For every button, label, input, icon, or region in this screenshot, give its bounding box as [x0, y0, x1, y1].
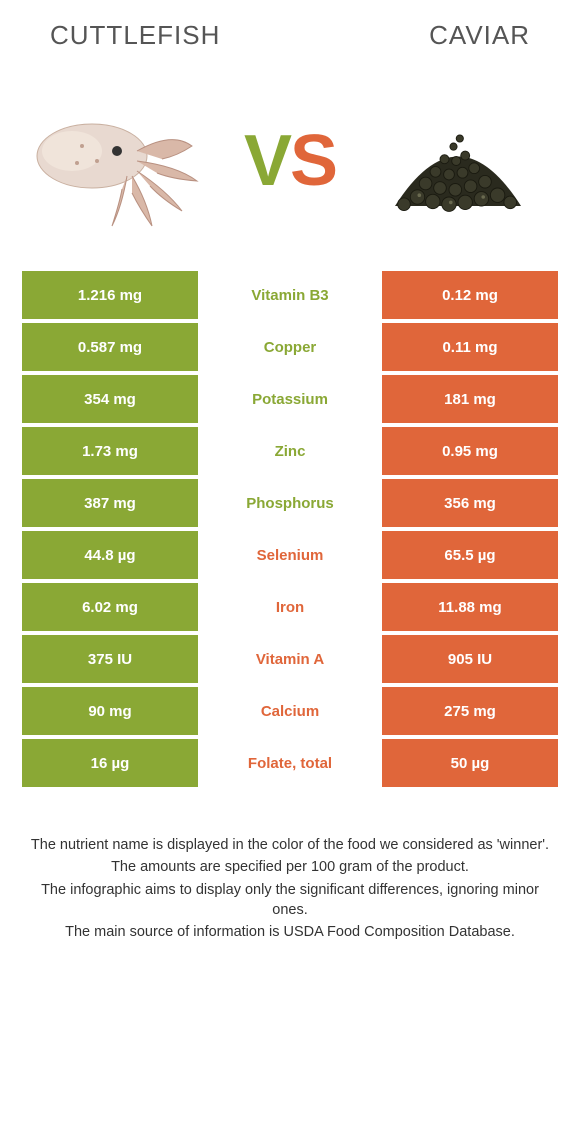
table-row: 90 mgCalcium275 mg	[22, 687, 558, 735]
nutrient-name: Zinc	[202, 427, 378, 475]
left-value: 354 mg	[22, 375, 198, 423]
nutrient-name: Iron	[202, 583, 378, 631]
nutrient-name: Vitamin A	[202, 635, 378, 683]
right-value: 905 IU	[382, 635, 558, 683]
nutrient-name: Copper	[202, 323, 378, 371]
nutrient-name: Phosphorus	[202, 479, 378, 527]
table-row: 6.02 mgIron11.88 mg	[22, 583, 558, 631]
left-value: 375 IU	[22, 635, 198, 683]
footnote-line: The nutrient name is displayed in the co…	[30, 835, 550, 855]
table-row: 0.587 mgCopper0.11 mg	[22, 323, 558, 371]
left-value: 387 mg	[22, 479, 198, 527]
nutrient-name: Potassium	[202, 375, 378, 423]
right-value: 50 µg	[382, 739, 558, 787]
table-row: 44.8 µgSelenium65.5 µg	[22, 531, 558, 579]
left-value: 44.8 µg	[22, 531, 198, 579]
footnote-line: The infographic aims to display only the…	[30, 880, 550, 921]
table-row: 1.73 mgZinc0.95 mg	[22, 427, 558, 475]
right-value: 11.88 mg	[382, 583, 558, 631]
left-value: 0.587 mg	[22, 323, 198, 371]
table-row: 16 µgFolate, total50 µg	[22, 739, 558, 787]
left-value: 6.02 mg	[22, 583, 198, 631]
hero-row: VS	[22, 71, 558, 271]
caviar-image	[358, 81, 558, 241]
nutrient-name: Selenium	[202, 531, 378, 579]
left-value: 1.73 mg	[22, 427, 198, 475]
infographic-container: Cuttlefish Caviar VS	[0, 0, 580, 964]
right-value: 0.11 mg	[382, 323, 558, 371]
table-row: 387 mgPhosphorus356 mg	[22, 479, 558, 527]
right-value: 181 mg	[382, 375, 558, 423]
nutrient-name: Vitamin B3	[202, 271, 378, 319]
nutrient-name: Folate, total	[202, 739, 378, 787]
left-value: 90 mg	[22, 687, 198, 735]
header: Cuttlefish Caviar	[22, 20, 558, 71]
left-food-title: Cuttlefish	[50, 20, 220, 51]
table-row: 1.216 mgVitamin B30.12 mg	[22, 271, 558, 319]
right-value: 65.5 µg	[382, 531, 558, 579]
right-value: 0.95 mg	[382, 427, 558, 475]
footnote-line: The main source of information is USDA F…	[30, 922, 550, 942]
right-value: 0.12 mg	[382, 271, 558, 319]
right-value: 275 mg	[382, 687, 558, 735]
table-row: 375 IUVitamin A905 IU	[22, 635, 558, 683]
right-value: 356 mg	[382, 479, 558, 527]
vs-s: S	[290, 121, 336, 201]
left-value: 1.216 mg	[22, 271, 198, 319]
vs-label: VS	[244, 120, 336, 202]
footnotes: The nutrient name is displayed in the co…	[22, 787, 558, 942]
right-food-title: Caviar	[429, 20, 530, 51]
left-value: 16 µg	[22, 739, 198, 787]
comparison-table: 1.216 mgVitamin B30.12 mg0.587 mgCopper0…	[22, 271, 558, 787]
table-row: 354 mgPotassium181 mg	[22, 375, 558, 423]
cuttlefish-image	[22, 81, 222, 241]
nutrient-name: Calcium	[202, 687, 378, 735]
vs-v: V	[244, 121, 290, 201]
footnote-line: The amounts are specified per 100 gram o…	[30, 857, 550, 877]
